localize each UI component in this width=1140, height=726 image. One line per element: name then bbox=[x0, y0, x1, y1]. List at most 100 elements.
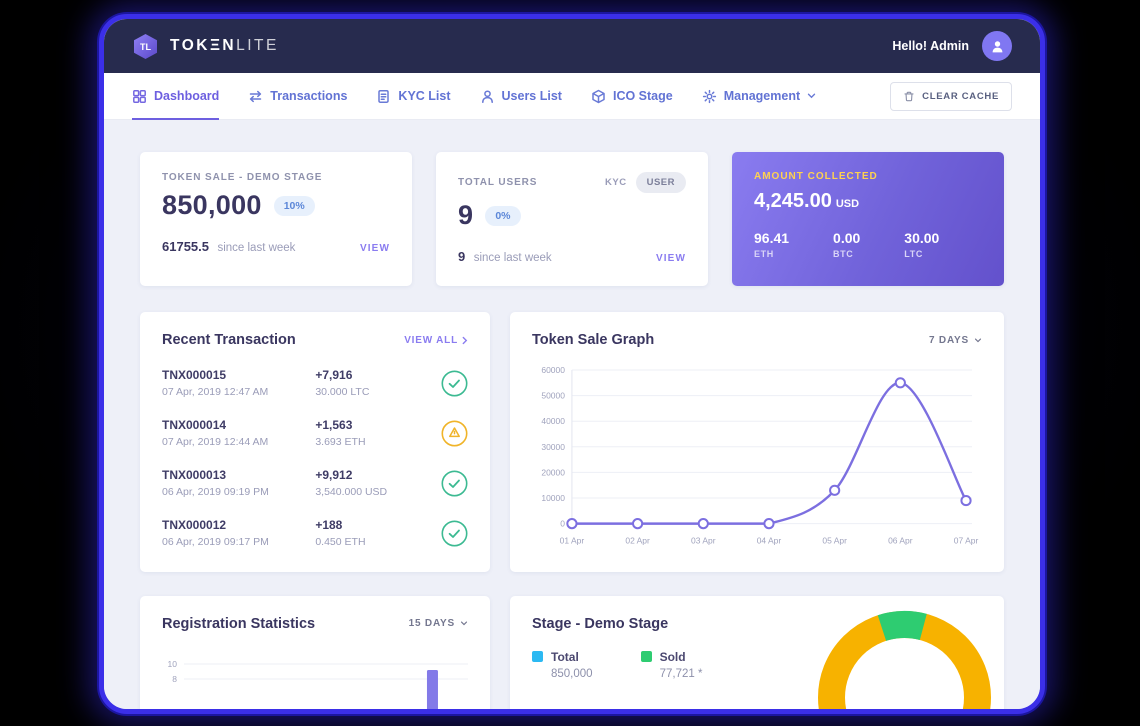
total-users-delta: 9 bbox=[458, 249, 466, 264]
total-users-card: TOTAL USERS KYC USER 9 0% 9 bbox=[436, 152, 708, 286]
nav-item-dashboard[interactable]: Dashboard bbox=[132, 73, 220, 120]
svg-text:40000: 40000 bbox=[541, 416, 565, 426]
svg-text:20000: 20000 bbox=[541, 467, 565, 477]
nav-label: Management bbox=[723, 89, 801, 103]
registration-bar-chart: 10 8 bbox=[168, 659, 468, 709]
nav-label: ICO Stage bbox=[612, 89, 673, 103]
transaction-row: TNX000012 06 Apr, 2019 09:17 PM +188 0.450… bbox=[162, 518, 468, 548]
transaction-status-icon bbox=[441, 420, 468, 446]
eth-stat: 96.41 ETH bbox=[754, 230, 790, 259]
gear-icon bbox=[702, 89, 716, 103]
chevron-right-icon bbox=[462, 336, 468, 344]
stage-demo-title: Stage - Demo Stage bbox=[532, 615, 669, 632]
main-nav: Dashboard Transactions KYC List bbox=[104, 73, 1040, 120]
nav-label: Dashboard bbox=[154, 89, 220, 103]
dashboard-content: TOKEN SALE - DEMO STAGE 850,000 10% 6175… bbox=[104, 120, 1040, 709]
legend-item-total: Total 850,000 bbox=[532, 650, 593, 680]
nav-item-management[interactable]: Management bbox=[702, 73, 816, 119]
user-icon bbox=[481, 89, 493, 103]
chevron-down-icon bbox=[807, 93, 816, 99]
grid-icon bbox=[133, 89, 146, 103]
user-toggle[interactable]: USER bbox=[635, 172, 686, 193]
recent-transactions-title: Recent Transaction bbox=[162, 332, 296, 348]
transaction-row: TNX000014 07 Apr, 2019 12:44 AM +1,563 3.6… bbox=[162, 418, 468, 448]
brand-name: TOKΞNLITE bbox=[170, 37, 279, 54]
transaction-row: TNX000013 06 Apr, 2019 09:19 PM +9,912 3,5… bbox=[162, 468, 468, 498]
svg-text:01 Apr: 01 Apr bbox=[560, 536, 585, 546]
top-header: TL TOKΞNLITE Hello! Admin bbox=[104, 19, 1040, 73]
svg-text:8: 8 bbox=[172, 674, 177, 684]
total-legend-swatch bbox=[532, 651, 543, 663]
svg-text:03 Apr: 03 Apr bbox=[691, 536, 716, 546]
svg-text:07 Apr: 07 Apr bbox=[954, 536, 979, 546]
registration-range-dropdown[interactable]: 15 DAYS bbox=[409, 618, 468, 629]
total-users-delta-suffix: since last week bbox=[473, 252, 552, 264]
svg-text:60000: 60000 bbox=[541, 365, 565, 375]
token-sale-line-chart: 0 10000 20000 30000 40000 50000 60000 01 Apr 02 … bbox=[541, 365, 979, 546]
nav-label: Users List bbox=[501, 89, 562, 103]
amount-collected-value: 4,245.00 USD bbox=[754, 190, 860, 212]
nav-item-transactions[interactable]: Transactions bbox=[248, 73, 347, 119]
user-avatar[interactable] bbox=[982, 31, 1012, 61]
token-sale-view-link[interactable]: VIEW bbox=[360, 243, 390, 254]
svg-text:TL: TL bbox=[140, 42, 151, 52]
nav-item-users-list[interactable]: Users List bbox=[480, 73, 562, 119]
ltc-stat: 30.00 LTC bbox=[904, 230, 940, 259]
svg-text:02 Apr: 02 Apr bbox=[625, 536, 650, 546]
transaction-status-icon bbox=[441, 370, 468, 396]
app-window: TL TOKΞNLITE Hello! Admin bbox=[99, 14, 1045, 714]
svg-text:0: 0 bbox=[560, 519, 565, 529]
token-sale-label: TOKEN SALE - DEMO STAGE bbox=[162, 172, 323, 183]
clear-cache-button[interactable]: CLEAR CACHE bbox=[890, 81, 1012, 111]
registration-statistics-title: Registration Statistics bbox=[162, 615, 316, 632]
stage-donut-chart bbox=[818, 610, 991, 709]
trash-icon bbox=[904, 91, 914, 101]
svg-text:06 Apr: 06 Apr bbox=[888, 536, 913, 546]
transaction-status-icon bbox=[441, 470, 468, 496]
amount-currency: USD bbox=[835, 198, 860, 210]
amount-collected-label: AMOUNT COLLECTED bbox=[754, 171, 878, 182]
svg-text:10: 10 bbox=[168, 659, 178, 669]
token-sale-value: 850,000 bbox=[162, 190, 262, 220]
total-users-badge: 0% bbox=[485, 205, 521, 226]
view-all-link[interactable]: VIEW ALL bbox=[404, 335, 468, 346]
exchange-icon bbox=[250, 90, 262, 102]
token-sale-delta-suffix: since last week bbox=[217, 242, 296, 254]
list-icon bbox=[378, 89, 390, 103]
total-users-view-link[interactable]: VIEW bbox=[656, 253, 686, 264]
tokenlite-logo-icon: TL bbox=[134, 33, 157, 59]
chevron-down-icon bbox=[460, 621, 468, 626]
total-users-value: 9 bbox=[458, 200, 474, 230]
person-icon bbox=[992, 40, 1002, 52]
stage-demo-card: Stage - Demo Stage Total 850,000 bbox=[510, 595, 1004, 709]
greeting-text: Hello! Admin bbox=[892, 39, 969, 53]
token-sale-card: TOKEN SALE - DEMO STAGE 850,000 10% 6175… bbox=[140, 152, 412, 286]
nav-item-ico-stage[interactable]: ICO Stage bbox=[591, 73, 673, 119]
btc-stat: 0.00 BTC bbox=[833, 230, 861, 259]
total-users-label: TOTAL USERS bbox=[458, 177, 538, 188]
chevron-down-icon bbox=[974, 338, 982, 342]
graph-range-dropdown[interactable]: 7 DAYS bbox=[929, 335, 982, 346]
nav-label: KYC List bbox=[398, 89, 451, 103]
cube-icon bbox=[592, 89, 605, 103]
svg-text:10000: 10000 bbox=[541, 493, 565, 503]
token-sale-graph-card: Token Sale Graph 7 DAYS 0 10000 20000 30000… bbox=[510, 312, 1004, 572]
svg-text:50000: 50000 bbox=[541, 391, 565, 401]
transaction-row: TNX000015 07 Apr, 2019 12:47 AM +7,916 30.… bbox=[162, 368, 468, 398]
transaction-status-icon bbox=[441, 520, 468, 546]
amount-collected-card: AMOUNT COLLECTED 4,245.00 USD 96.41 ETH 0… bbox=[732, 152, 1004, 286]
nav-item-kyc-list[interactable]: KYC List bbox=[376, 73, 451, 119]
registration-statistics-card: Registration Statistics 15 DAYS 10 8 bbox=[140, 595, 490, 709]
svg-text:30000: 30000 bbox=[541, 442, 565, 452]
stage-legend: Total 850,000 Sold 77,721 * bbox=[532, 650, 982, 680]
recent-transactions-card: Recent Transaction VIEW ALL TNX000015 07 … bbox=[140, 312, 490, 572]
token-sale-graph-title: Token Sale Graph bbox=[532, 332, 655, 348]
legend-item-sold: Sold 77,721 * bbox=[640, 650, 702, 680]
token-sale-badge: 10% bbox=[273, 195, 315, 216]
nav-label: Transactions bbox=[270, 89, 348, 103]
svg-text:04 Apr: 04 Apr bbox=[757, 536, 782, 546]
sold-legend-swatch bbox=[640, 651, 652, 663]
svg-text:05 Apr: 05 Apr bbox=[822, 536, 847, 546]
kyc-toggle[interactable]: KYC bbox=[605, 177, 627, 188]
